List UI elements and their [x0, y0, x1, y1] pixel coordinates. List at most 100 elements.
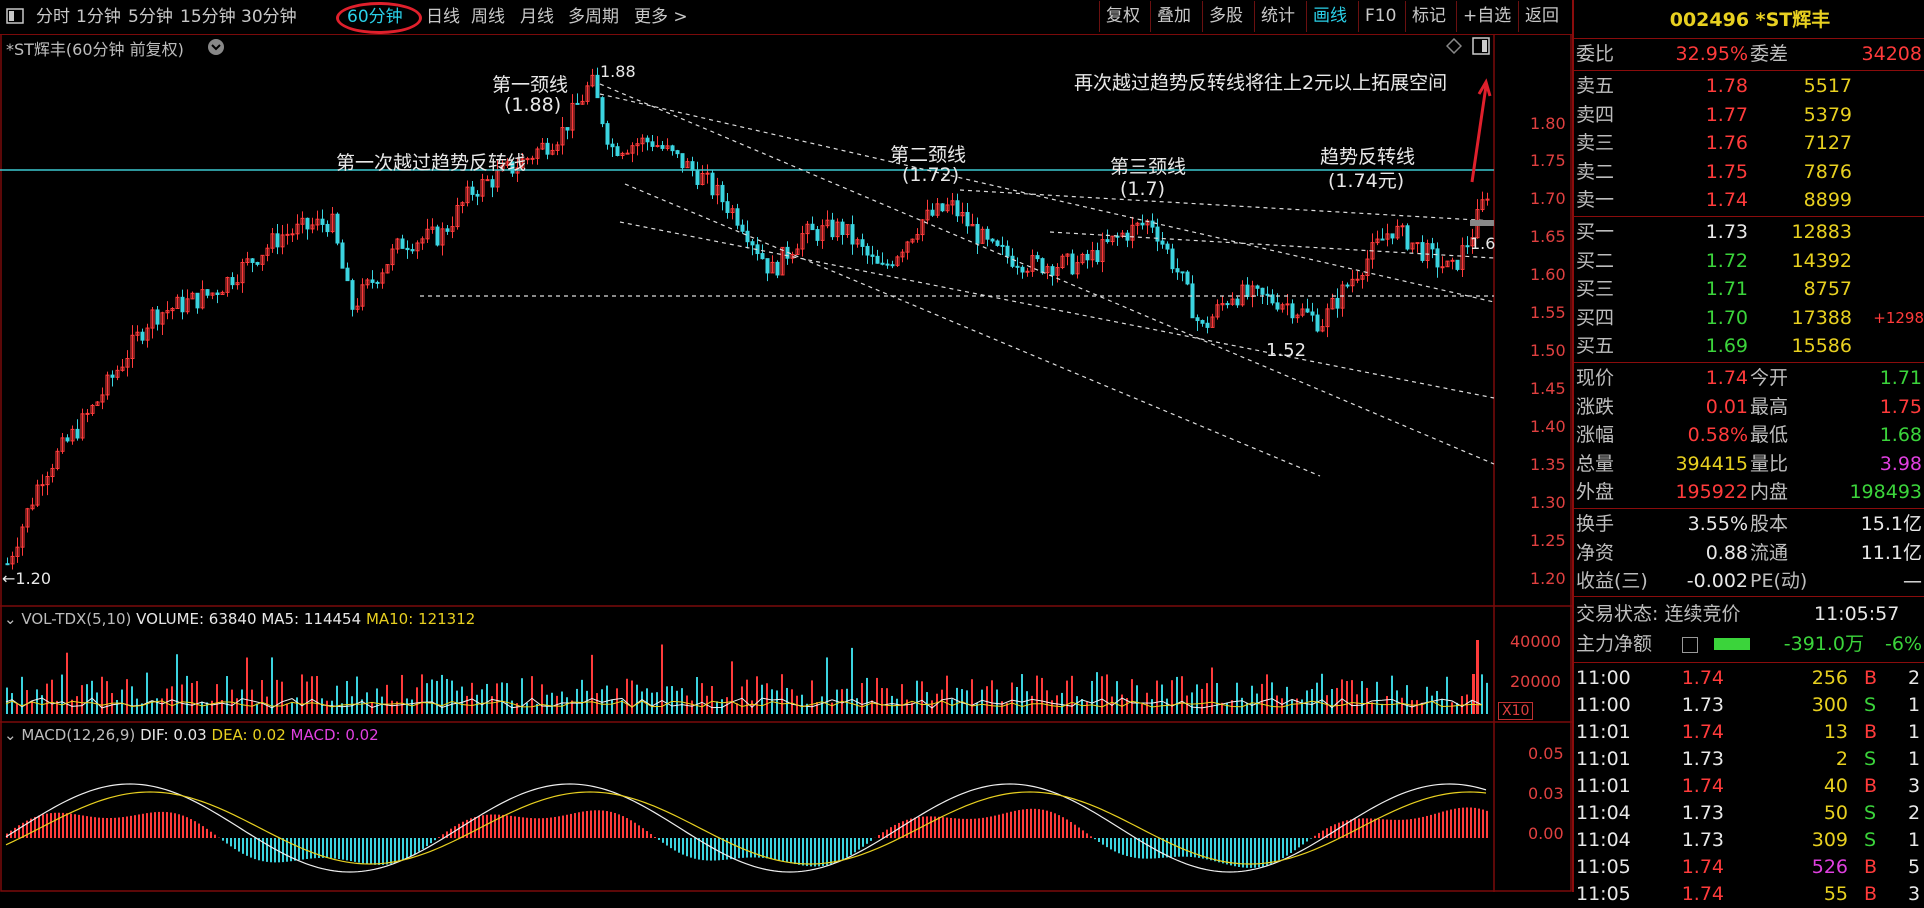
tab-period-month[interactable]: 月线 [520, 0, 554, 34]
macd-bar [850, 838, 852, 855]
statistics-button[interactable]: 统计 [1254, 1, 1301, 32]
list-icon[interactable] [1682, 637, 1698, 653]
axis-label: 1.65 [1530, 227, 1566, 246]
overlay-button[interactable]: 叠加 [1150, 1, 1197, 32]
macd-bar [946, 818, 948, 838]
volume-bar [616, 688, 618, 714]
volume-bar [411, 700, 413, 714]
volume-bar [1121, 695, 1123, 714]
volume-bar [996, 690, 998, 714]
candle-body [881, 263, 884, 264]
draw-line-button[interactable]: 画线 [1306, 1, 1353, 32]
add-favorite-button[interactable]: +自选 [1456, 1, 1517, 32]
volume-bar [701, 683, 703, 714]
volume-bar [176, 654, 178, 714]
volume-bar [526, 703, 528, 714]
macd-bar [1142, 838, 1144, 859]
macd-bar [150, 813, 152, 838]
panel-layout-icon[interactable] [1472, 37, 1490, 59]
candle-body [931, 210, 934, 215]
macd-bar [94, 817, 96, 838]
back-button[interactable]: 返回 [1518, 1, 1565, 32]
tab-period-30min[interactable]: 30分钟 [241, 0, 297, 34]
tab-period-5min[interactable]: 5分钟 [128, 0, 173, 34]
macd-bar [814, 838, 816, 866]
volume-bar [861, 683, 863, 714]
macd-bar [1206, 838, 1208, 859]
macd-bar [362, 838, 364, 863]
panel-layout-icon [1472, 37, 1490, 55]
panel-toggle-icon[interactable] [6, 0, 26, 34]
chevron-down-icon[interactable]: ⌄ [4, 726, 17, 744]
tab-period-more[interactable]: 更多 > [634, 0, 688, 34]
volume-bar [1081, 699, 1083, 714]
candle-body [1256, 286, 1259, 288]
candle-body [1336, 298, 1339, 308]
macd-bar [1298, 838, 1300, 847]
macd-bar [1242, 838, 1244, 868]
macd-bar [242, 838, 244, 854]
volume-bar [471, 683, 473, 714]
volume-bar [426, 683, 428, 714]
tab-period-timeline[interactable]: 分时 [36, 0, 70, 34]
candle-body [871, 255, 874, 256]
tab-period-15min[interactable]: 15分钟 [180, 0, 236, 34]
volume-bar [1021, 674, 1023, 714]
volume-bar [16, 704, 18, 714]
candle-body [156, 310, 159, 324]
kline-chart-area[interactable]: *ST辉丰(60分钟 前复权) 1.80 1.75 1.70 1.65 1.60… [0, 34, 1572, 892]
quote-label: 涨跌 [1576, 393, 1614, 421]
volume-bar [131, 686, 133, 714]
volume-bar [1071, 676, 1073, 714]
dashed-trend-line [620, 222, 1494, 398]
volume-bar [281, 682, 283, 714]
mark-button[interactable]: 标记 [1405, 1, 1452, 32]
macd-bar [1338, 823, 1340, 838]
volume-bar [451, 681, 453, 714]
chevron-down-icon[interactable]: ⌄ [4, 610, 17, 628]
macd-bar [90, 817, 92, 838]
f10-button[interactable]: F10 [1358, 1, 1402, 32]
neck2-label: 第二颈线 [890, 140, 966, 167]
fuquan-button[interactable]: 复权 [1099, 1, 1146, 32]
volume-bar [856, 698, 858, 714]
tab-period-multi[interactable]: 多周期 [568, 0, 619, 34]
tab-period-week[interactable]: 周线 [471, 0, 505, 34]
candle-body [1261, 288, 1264, 294]
volume-panel-title: ⌄ VOL-TDX(5,10) VOLUME: 63840 MA5: 11445… [4, 610, 475, 628]
diamond-icon[interactable] [1446, 38, 1462, 58]
volume-bar [276, 680, 278, 714]
trade-state: 交易状态: 连续竞价 [1576, 600, 1740, 628]
volume-bar [981, 690, 983, 714]
macd-bar [1402, 820, 1404, 838]
candle-body [1141, 223, 1144, 225]
tab-period-1min[interactable]: 1分钟 [76, 0, 121, 34]
volume-bar [576, 689, 578, 714]
macd-bar [386, 838, 388, 865]
candle-body [446, 229, 449, 232]
macd-bar [226, 838, 228, 844]
macd-bar [1422, 817, 1424, 838]
macd-bar [178, 814, 180, 838]
highlight-circle [336, 2, 422, 34]
tick-side: B [1864, 853, 1877, 881]
multi-stock-button[interactable]: 多股 [1202, 1, 1249, 32]
macd-bar [206, 829, 208, 838]
macd-bar [942, 817, 944, 838]
vol-ma10: MA10: 121312 [366, 610, 475, 628]
candle-body [1001, 245, 1004, 246]
tick-price: 1.74 [1664, 718, 1724, 746]
macd-bar [790, 838, 792, 863]
macd-axis-label: 0.00 [1528, 824, 1564, 843]
tab-period-day[interactable]: 日线 [426, 0, 460, 34]
candle-body [1071, 254, 1074, 274]
volume-bar [1361, 681, 1363, 714]
volume-bar [1131, 679, 1133, 714]
candle-body [976, 224, 979, 243]
volume-bar [1106, 674, 1108, 714]
chart-menu-icon[interactable] [208, 39, 224, 59]
volume-bar [1061, 693, 1063, 714]
ask-volume: 7127 [1764, 129, 1852, 157]
